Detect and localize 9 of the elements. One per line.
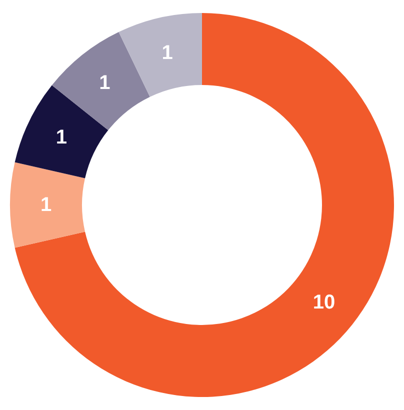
data-label: 10 [312,291,336,314]
data-label: 1 [162,42,173,64]
data-label: 1 [56,126,68,148]
data-label: 1 [99,72,110,94]
donut-slice [52,32,150,130]
data-label: 1 [40,194,52,216]
donut-slice [10,162,86,248]
donut-slice [118,13,202,97]
donut-slice [14,13,394,397]
